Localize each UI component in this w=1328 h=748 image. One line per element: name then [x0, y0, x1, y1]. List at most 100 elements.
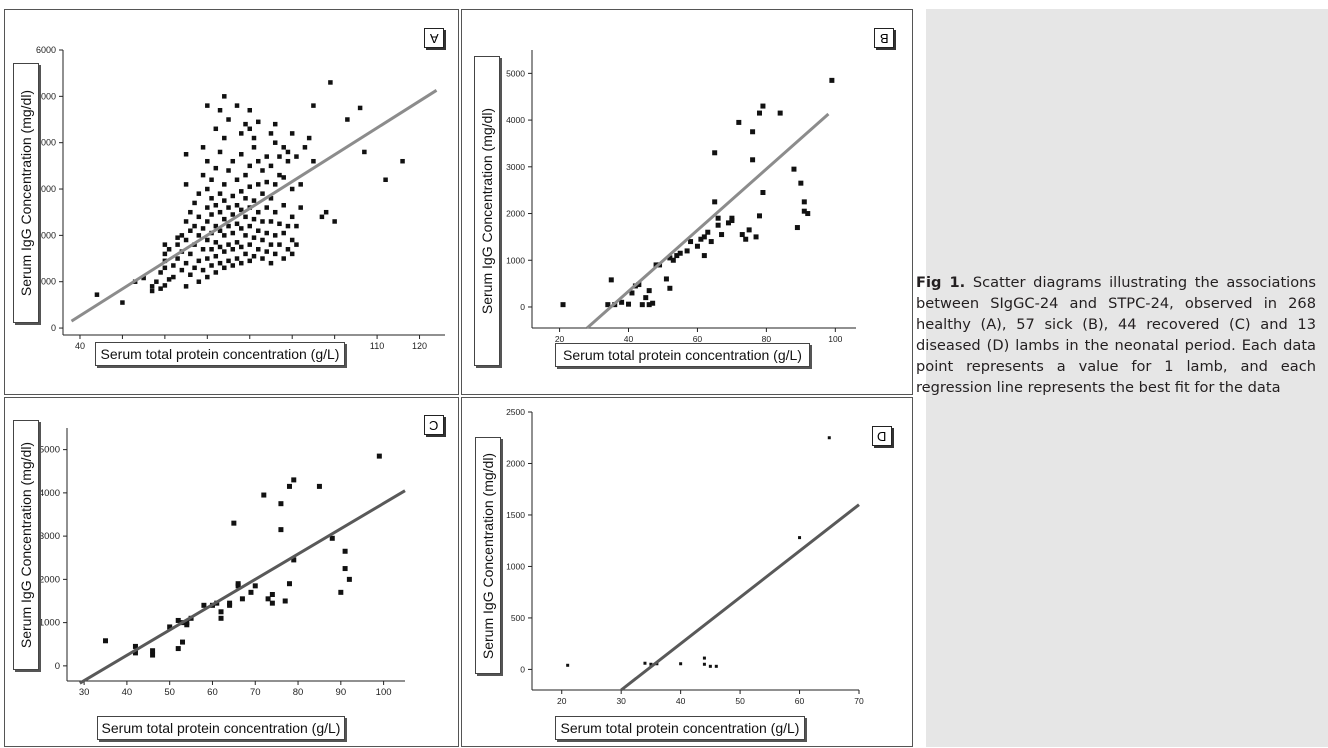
scatter-point [272, 140, 278, 145]
x-tick-label: 100 [828, 334, 842, 344]
scatter-point [149, 284, 155, 289]
scatter-point [743, 236, 749, 242]
scatter-point [285, 149, 291, 155]
scatter-point [205, 205, 210, 210]
scatter-point [289, 214, 295, 220]
scatter-point [217, 244, 223, 250]
y-axis-label-a: Serum IgG Concentration (mg/dl) [13, 63, 39, 323]
scatter-point [725, 220, 731, 226]
scatter-point [289, 186, 295, 192]
scatter-point [286, 581, 292, 587]
scatter-point [674, 253, 680, 259]
scatter-point [294, 154, 299, 159]
scatter-point [328, 80, 333, 85]
scatter-point [264, 249, 269, 254]
scatter-point [332, 219, 337, 224]
scatter-point [247, 242, 253, 247]
scatter-point [162, 251, 168, 257]
y-tick-label: 1000 [506, 255, 525, 265]
scatter-point [162, 265, 168, 271]
y-axis-label-d: Serum IgG Concentration (mg/dl) [475, 437, 501, 674]
scatter-point [179, 233, 185, 238]
scatter-point [272, 233, 278, 238]
scatter-point [217, 228, 223, 233]
scatter-point [166, 247, 172, 252]
scatter-point [158, 286, 163, 291]
scatter-point [188, 272, 193, 278]
panel-d: 0 500 1000 1500 2000 2500 20 30 40 50 60 70 [461, 397, 913, 747]
scatter-point [646, 302, 652, 308]
scatter-point [243, 196, 248, 201]
scatter-point [234, 221, 240, 227]
scatter-point [746, 227, 752, 233]
scatter-point [649, 662, 653, 666]
scatter-point [205, 219, 210, 224]
scatter-point [222, 216, 227, 222]
scatter-point [560, 302, 566, 308]
scatter-point [180, 639, 186, 645]
y-axis-label-b: Serum IgG Concentration (mg/dl) [474, 56, 500, 366]
scatter-point [255, 182, 261, 187]
scatter-point [285, 158, 291, 164]
y-axis-label-c: Serum IgG Concentration (mg/dl) [13, 420, 39, 670]
y-tick-label: 5000 [39, 445, 60, 456]
x-tick-label: 80 [762, 334, 772, 344]
scatter-point [196, 214, 202, 220]
scatter-point [196, 258, 202, 264]
chart-c: 0 1000 2000 3000 4000 5000 30 40 50 60 70 80 90 100 [39, 428, 406, 698]
scatter-point [217, 107, 223, 113]
x-tick-label: 70 [854, 696, 864, 706]
scatter-point [222, 198, 227, 203]
y-tick-label: 500 [511, 613, 525, 623]
y-tick-label: 2000 [506, 209, 525, 219]
scatter-point [103, 638, 109, 644]
scatter-point [362, 149, 367, 155]
scatter-point [281, 175, 286, 180]
scatter-point [829, 77, 835, 83]
scatter-point [200, 172, 206, 178]
caption-panel [926, 9, 1328, 747]
scatter-point [264, 205, 269, 210]
scatter-point [162, 283, 168, 288]
panel-letter-a: A [424, 28, 444, 48]
scatter-point [167, 624, 173, 630]
scatter-point [230, 230, 236, 236]
scatter-point [798, 536, 802, 540]
scatter-point [282, 598, 288, 604]
scatter-point [200, 247, 206, 252]
scatter-point [708, 239, 714, 245]
scatter-point [750, 129, 756, 135]
scatter-point [268, 131, 274, 136]
scatter-point [289, 237, 295, 243]
scatter-point [285, 247, 291, 252]
scatter-point [196, 279, 202, 284]
scatter-point [222, 94, 227, 99]
regression-line [70, 89, 438, 323]
scatter-point [311, 158, 316, 164]
scatter-point [268, 242, 274, 247]
scatter-point [162, 242, 168, 247]
scatter-point [376, 453, 382, 459]
scatter-point [171, 274, 176, 280]
y-tick-label: 4000 [39, 488, 60, 499]
scatter-point [222, 265, 227, 271]
panel-letter-d: D [872, 426, 892, 446]
y-tick-label: 6000 [36, 45, 56, 55]
scatter-point [239, 189, 244, 194]
scatter-point [234, 103, 240, 108]
scatter-point [268, 163, 274, 169]
scatter-point [255, 158, 261, 164]
scatter-point [209, 247, 214, 252]
y-tick-label: 0 [51, 323, 56, 333]
scatter-point [268, 219, 274, 224]
scatter-point [265, 596, 271, 602]
scatter-point [94, 292, 100, 297]
scatter-point [222, 182, 227, 187]
chart-a: 0100020003000400050006000405060708090100… [36, 45, 445, 351]
scatter-point [272, 209, 278, 215]
scatter-point [357, 105, 363, 111]
scatter-point [756, 110, 762, 116]
scatter-point [605, 302, 611, 308]
y-tick-label: 3000 [506, 162, 525, 172]
scatter-point [209, 177, 214, 183]
